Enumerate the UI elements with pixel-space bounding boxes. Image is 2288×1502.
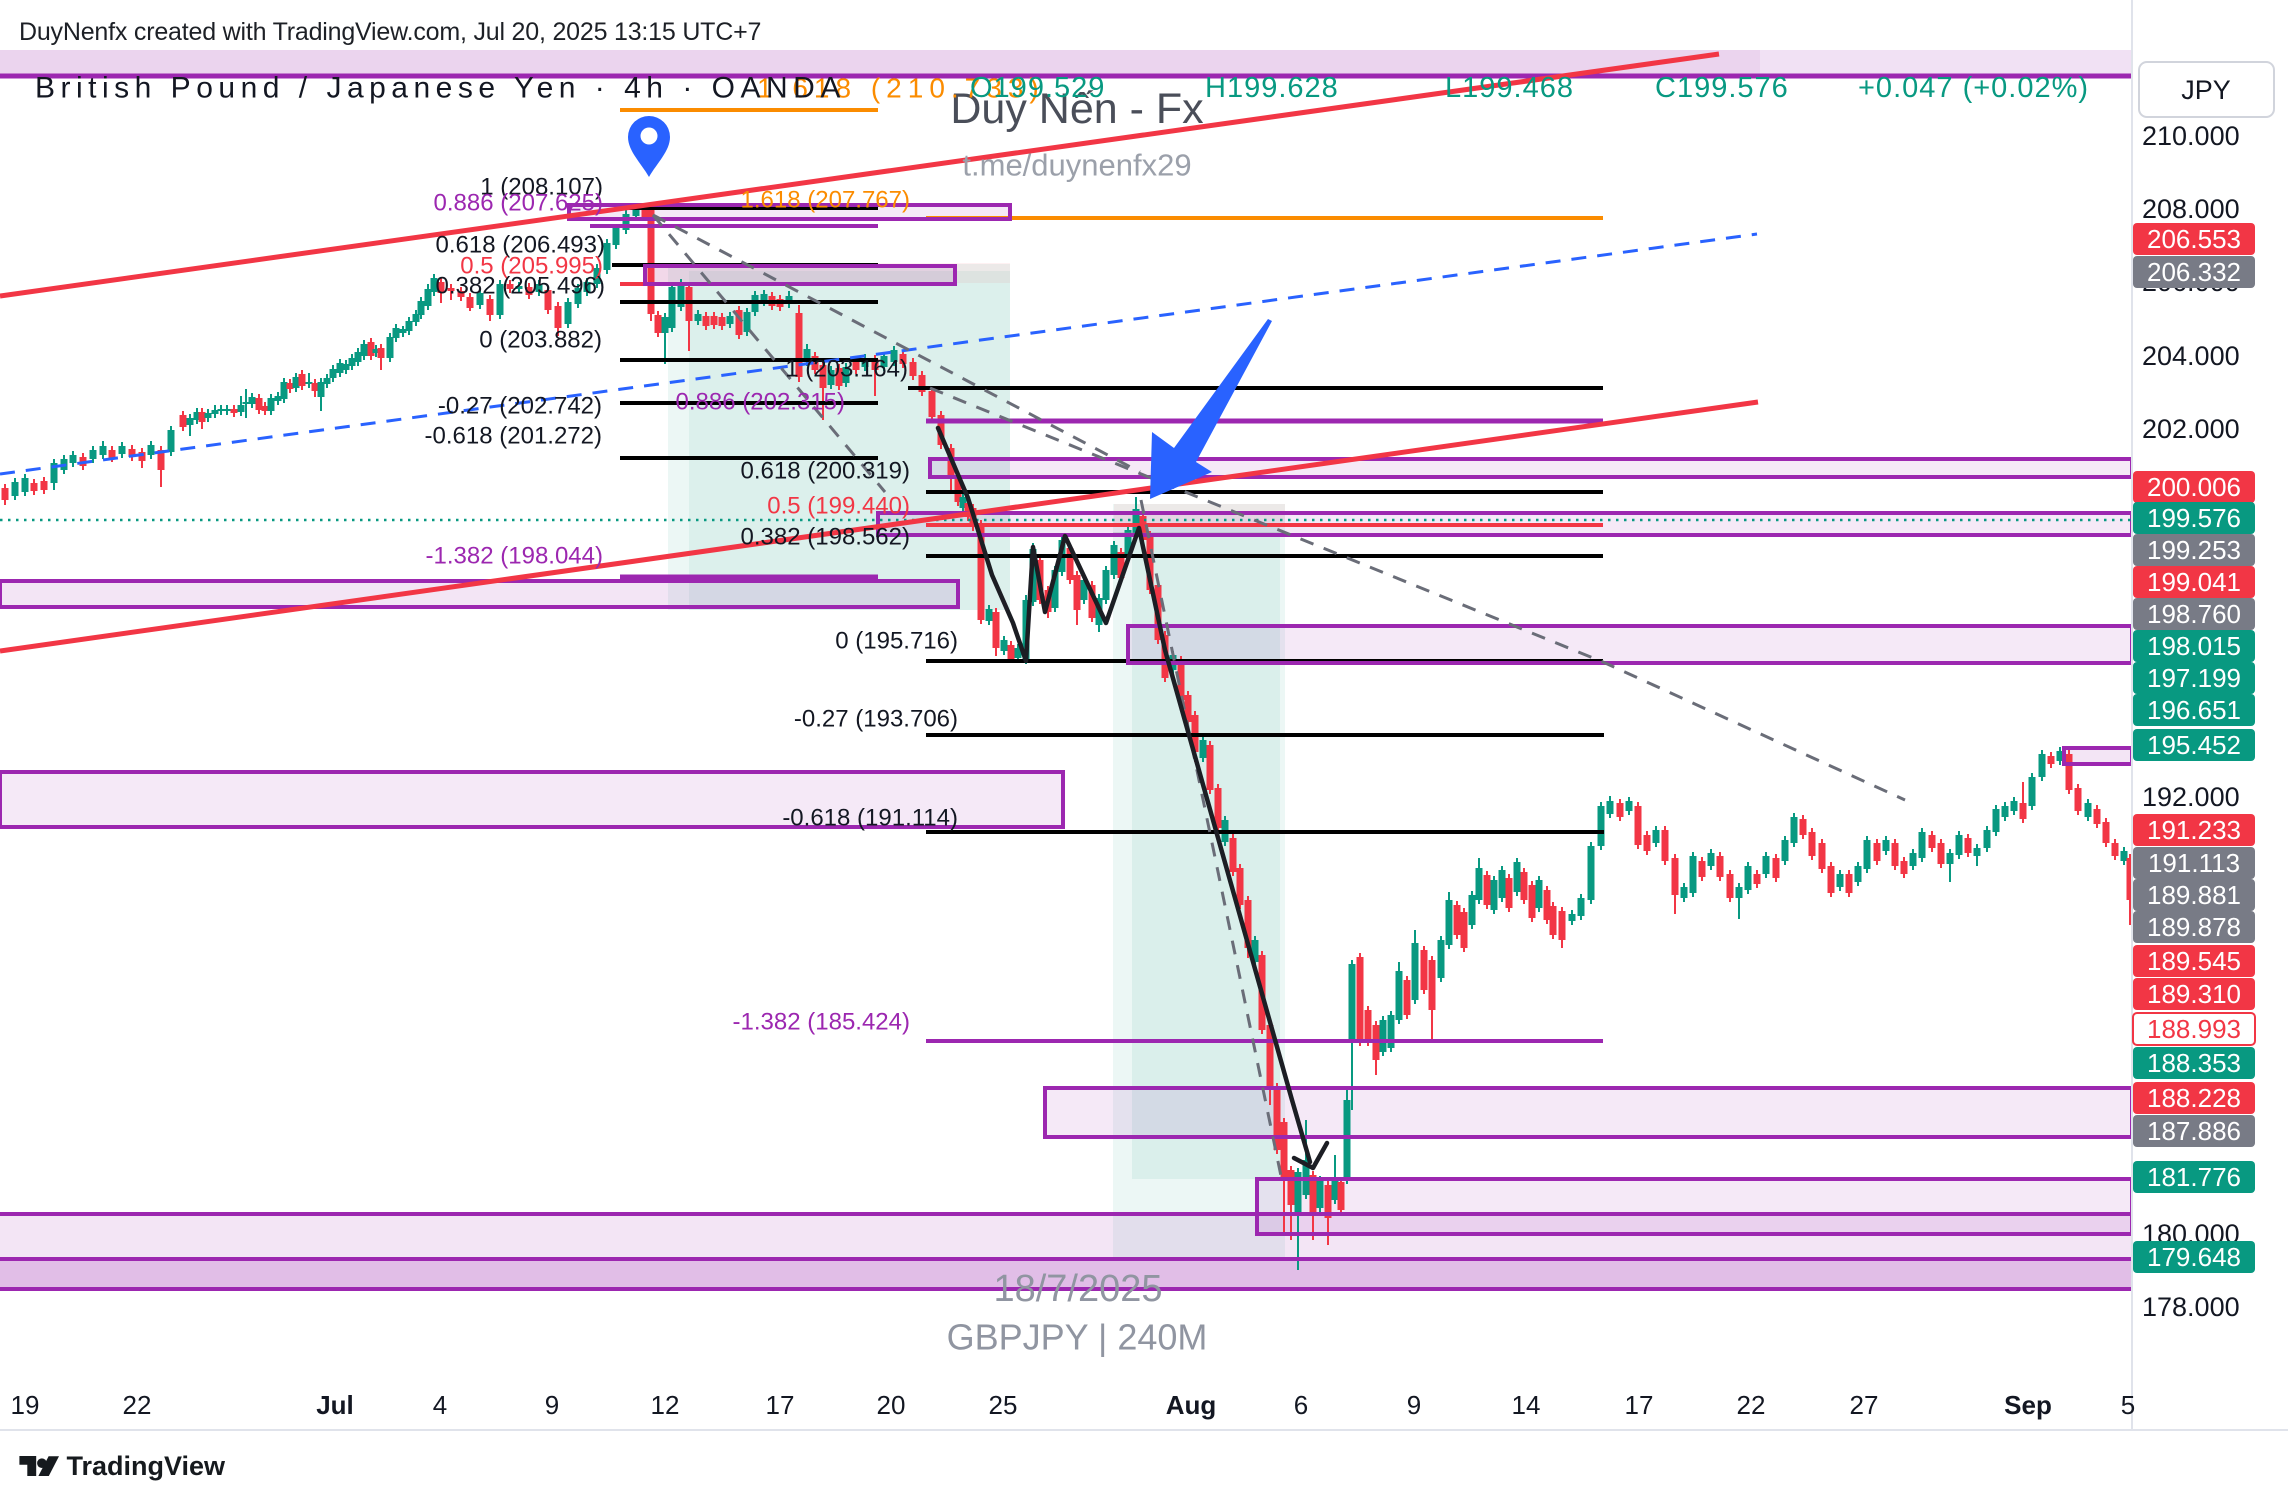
svg-text:199.253: 199.253 bbox=[2147, 535, 2241, 565]
svg-text:200.006: 200.006 bbox=[2147, 472, 2241, 502]
svg-text:188.993: 188.993 bbox=[2147, 1014, 2241, 1044]
svg-text:1.618 (210.733): 1.618 (210.733) bbox=[757, 73, 1045, 104]
svg-text:4: 4 bbox=[433, 1390, 447, 1420]
svg-text:Jul: Jul bbox=[316, 1390, 354, 1420]
svg-text:188.228: 188.228 bbox=[2147, 1083, 2241, 1113]
svg-text:0.618 (206.493): 0.618 (206.493) bbox=[436, 232, 605, 259]
svg-text:1.618 (207.767): 1.618 (207.767) bbox=[741, 187, 910, 214]
svg-text:-1.382 (185.424): -1.382 (185.424) bbox=[733, 1009, 910, 1036]
svg-text:179.648: 179.648 bbox=[2147, 1242, 2241, 1272]
svg-text:204.000: 204.000 bbox=[2142, 341, 2240, 371]
svg-text:0 (195.716): 0 (195.716) bbox=[835, 628, 958, 655]
svg-text:199.576: 199.576 bbox=[2147, 503, 2241, 533]
svg-text:1 (203.164): 1 (203.164) bbox=[785, 356, 908, 383]
svg-text:12: 12 bbox=[651, 1390, 680, 1420]
svg-text:-0.618 (201.272): -0.618 (201.272) bbox=[425, 423, 602, 450]
svg-text:JPY: JPY bbox=[2181, 75, 2231, 105]
svg-text:208.000: 208.000 bbox=[2142, 194, 2240, 224]
svg-text:L199.468: L199.468 bbox=[1445, 72, 1574, 104]
svg-text:198.015: 198.015 bbox=[2147, 631, 2241, 661]
svg-text:-0.27 (202.742): -0.27 (202.742) bbox=[438, 393, 602, 420]
svg-text:199.041: 199.041 bbox=[2147, 567, 2241, 597]
svg-text:25: 25 bbox=[989, 1390, 1018, 1420]
svg-text:0.5 (199.440): 0.5 (199.440) bbox=[767, 493, 910, 520]
svg-text:202.000: 202.000 bbox=[2142, 414, 2240, 444]
svg-text:TradingView: TradingView bbox=[67, 1451, 227, 1481]
svg-text:195.452: 195.452 bbox=[2147, 730, 2241, 760]
svg-text:189.310: 189.310 bbox=[2147, 979, 2241, 1009]
svg-text:198.760: 198.760 bbox=[2147, 599, 2241, 629]
svg-text:DuyNenfx created with TradingV: DuyNenfx created with TradingView.com, J… bbox=[19, 18, 761, 46]
svg-text:188.353: 188.353 bbox=[2147, 1048, 2241, 1078]
svg-text:206.553: 206.553 bbox=[2147, 224, 2241, 254]
svg-text:0.382 (198.562): 0.382 (198.562) bbox=[741, 524, 910, 551]
svg-text:19: 19 bbox=[11, 1390, 40, 1420]
svg-text:187.886: 187.886 bbox=[2147, 1116, 2241, 1146]
svg-text:0 (203.882): 0 (203.882) bbox=[479, 327, 602, 354]
svg-text:27: 27 bbox=[1850, 1390, 1879, 1420]
svg-text:18/7/2025: 18/7/2025 bbox=[993, 1268, 1162, 1310]
svg-text:191.113: 191.113 bbox=[2148, 848, 2240, 878]
svg-text:1 (208.107): 1 (208.107) bbox=[480, 174, 603, 201]
svg-text:22: 22 bbox=[123, 1390, 152, 1420]
svg-text:C199.576: C199.576 bbox=[1655, 72, 1789, 104]
svg-text:196.651: 196.651 bbox=[2147, 695, 2241, 725]
svg-text:0.886 (207.625): 0.886 (207.625) bbox=[434, 190, 603, 217]
svg-text:189.878: 189.878 bbox=[2147, 912, 2241, 942]
svg-text:191.233: 191.233 bbox=[2147, 815, 2241, 845]
svg-text:14: 14 bbox=[1512, 1390, 1541, 1420]
svg-text:210.000: 210.000 bbox=[2142, 121, 2240, 151]
svg-text:Aug: Aug bbox=[1166, 1390, 1217, 1420]
svg-text:0.382 (205.496): 0.382 (205.496) bbox=[436, 273, 605, 300]
svg-text:t.me/duynenfx29: t.me/duynenfx29 bbox=[962, 148, 1191, 183]
svg-text:9: 9 bbox=[1407, 1390, 1421, 1420]
svg-text:20: 20 bbox=[877, 1390, 906, 1420]
svg-text:206.332: 206.332 bbox=[2147, 257, 2241, 287]
svg-text:181.776: 181.776 bbox=[2147, 1162, 2241, 1192]
svg-text:9: 9 bbox=[545, 1390, 559, 1420]
svg-text:17: 17 bbox=[766, 1390, 795, 1420]
svg-text:189.545: 189.545 bbox=[2147, 946, 2241, 976]
svg-text:O199.529: O199.529 bbox=[970, 72, 1105, 104]
svg-text:0.5 (205.995): 0.5 (205.995) bbox=[460, 253, 603, 280]
svg-text:192.000: 192.000 bbox=[2142, 782, 2240, 812]
svg-text:6: 6 bbox=[1294, 1390, 1308, 1420]
svg-text:17: 17 bbox=[1625, 1390, 1654, 1420]
svg-text:-0.618 (191.114): -0.618 (191.114) bbox=[782, 805, 958, 832]
svg-text:-0.27 (193.706): -0.27 (193.706) bbox=[794, 706, 958, 733]
svg-text:H199.628: H199.628 bbox=[1205, 72, 1339, 104]
svg-text:5: 5 bbox=[2121, 1390, 2135, 1420]
svg-text:-1.382 (198.044): -1.382 (198.044) bbox=[426, 543, 603, 570]
svg-text:GBPJPY | 240M: GBPJPY | 240M bbox=[947, 1317, 1208, 1358]
svg-text:Duy Nến - Fx: Duy Nến - Fx bbox=[950, 85, 1204, 133]
svg-text:0.886 (202.315): 0.886 (202.315) bbox=[676, 389, 845, 416]
svg-text:+0.047 (+0.02%): +0.047 (+0.02%) bbox=[1858, 72, 2089, 104]
svg-text:189.881: 189.881 bbox=[2147, 880, 2241, 910]
svg-text:22: 22 bbox=[1737, 1390, 1766, 1420]
svg-text:0.618 (200.319): 0.618 (200.319) bbox=[741, 458, 910, 485]
svg-text:British Pound / Japanese Yen ·: British Pound / Japanese Yen · 4h · OAND… bbox=[35, 72, 846, 105]
svg-text:197.199: 197.199 bbox=[2147, 663, 2241, 693]
svg-text:178.000: 178.000 bbox=[2142, 1292, 2240, 1322]
svg-text:Sep: Sep bbox=[2004, 1390, 2052, 1420]
